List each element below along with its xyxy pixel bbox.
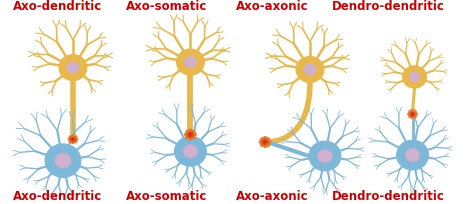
Circle shape bbox=[309, 141, 341, 171]
Circle shape bbox=[71, 137, 75, 142]
Circle shape bbox=[414, 113, 418, 116]
Circle shape bbox=[410, 116, 414, 120]
Circle shape bbox=[188, 132, 193, 138]
Circle shape bbox=[264, 143, 267, 145]
Circle shape bbox=[174, 137, 206, 166]
Circle shape bbox=[410, 112, 415, 117]
Circle shape bbox=[263, 136, 267, 141]
Text: Axo-dendritic: Axo-dendritic bbox=[13, 0, 102, 13]
Circle shape bbox=[262, 142, 264, 144]
Circle shape bbox=[407, 113, 411, 116]
Circle shape bbox=[71, 137, 73, 139]
Circle shape bbox=[267, 140, 272, 144]
Circle shape bbox=[408, 115, 412, 119]
Circle shape bbox=[260, 143, 264, 147]
Circle shape bbox=[184, 57, 197, 69]
Circle shape bbox=[263, 140, 265, 142]
Circle shape bbox=[266, 143, 270, 147]
Circle shape bbox=[67, 62, 79, 74]
Circle shape bbox=[69, 135, 73, 139]
Circle shape bbox=[262, 140, 268, 145]
Circle shape bbox=[71, 135, 75, 138]
Circle shape bbox=[73, 137, 75, 139]
Circle shape bbox=[410, 114, 412, 116]
Circle shape bbox=[183, 145, 198, 158]
Circle shape bbox=[69, 140, 73, 144]
Circle shape bbox=[405, 149, 419, 162]
Circle shape bbox=[409, 73, 420, 83]
Circle shape bbox=[73, 140, 77, 144]
Circle shape bbox=[266, 142, 268, 144]
Circle shape bbox=[187, 134, 190, 137]
Circle shape bbox=[73, 139, 76, 141]
Circle shape bbox=[263, 144, 267, 148]
Circle shape bbox=[304, 64, 316, 76]
Circle shape bbox=[190, 136, 192, 138]
Text: Axo-dendritic: Axo-dendritic bbox=[13, 189, 102, 202]
Circle shape bbox=[59, 55, 87, 81]
Circle shape bbox=[413, 111, 417, 114]
Text: Axo-axonic: Axo-axonic bbox=[237, 0, 309, 13]
Circle shape bbox=[266, 137, 270, 142]
Circle shape bbox=[412, 112, 415, 114]
Circle shape bbox=[402, 67, 427, 89]
Circle shape bbox=[259, 140, 263, 144]
Text: Axo-axonic: Axo-axonic bbox=[237, 189, 309, 202]
Circle shape bbox=[185, 136, 190, 140]
Circle shape bbox=[184, 133, 189, 137]
Circle shape bbox=[188, 137, 193, 141]
Circle shape bbox=[45, 144, 81, 177]
Circle shape bbox=[55, 153, 71, 168]
Circle shape bbox=[71, 141, 75, 145]
Circle shape bbox=[191, 134, 194, 137]
Circle shape bbox=[191, 136, 196, 140]
Circle shape bbox=[73, 135, 77, 139]
Circle shape bbox=[265, 140, 268, 142]
Circle shape bbox=[408, 111, 412, 114]
Circle shape bbox=[188, 129, 193, 133]
Circle shape bbox=[318, 150, 332, 163]
Circle shape bbox=[296, 57, 324, 83]
Circle shape bbox=[72, 140, 74, 142]
Circle shape bbox=[260, 137, 264, 142]
Circle shape bbox=[192, 133, 197, 137]
Text: Axo-somatic: Axo-somatic bbox=[126, 189, 207, 202]
Circle shape bbox=[410, 110, 414, 113]
Text: Dendro-dendritic: Dendro-dendritic bbox=[332, 0, 445, 13]
Circle shape bbox=[74, 138, 78, 141]
Circle shape bbox=[413, 115, 417, 119]
Text: Axo-somatic: Axo-somatic bbox=[126, 0, 207, 13]
Circle shape bbox=[176, 50, 204, 76]
Text: Dendro-dendritic: Dendro-dendritic bbox=[332, 189, 445, 202]
Circle shape bbox=[185, 130, 190, 134]
Circle shape bbox=[70, 139, 73, 141]
Circle shape bbox=[191, 130, 196, 134]
Circle shape bbox=[413, 114, 415, 116]
Circle shape bbox=[191, 132, 193, 135]
Circle shape bbox=[68, 138, 72, 141]
Circle shape bbox=[410, 112, 413, 114]
Circle shape bbox=[397, 141, 428, 170]
Circle shape bbox=[188, 132, 191, 134]
Circle shape bbox=[412, 115, 414, 117]
